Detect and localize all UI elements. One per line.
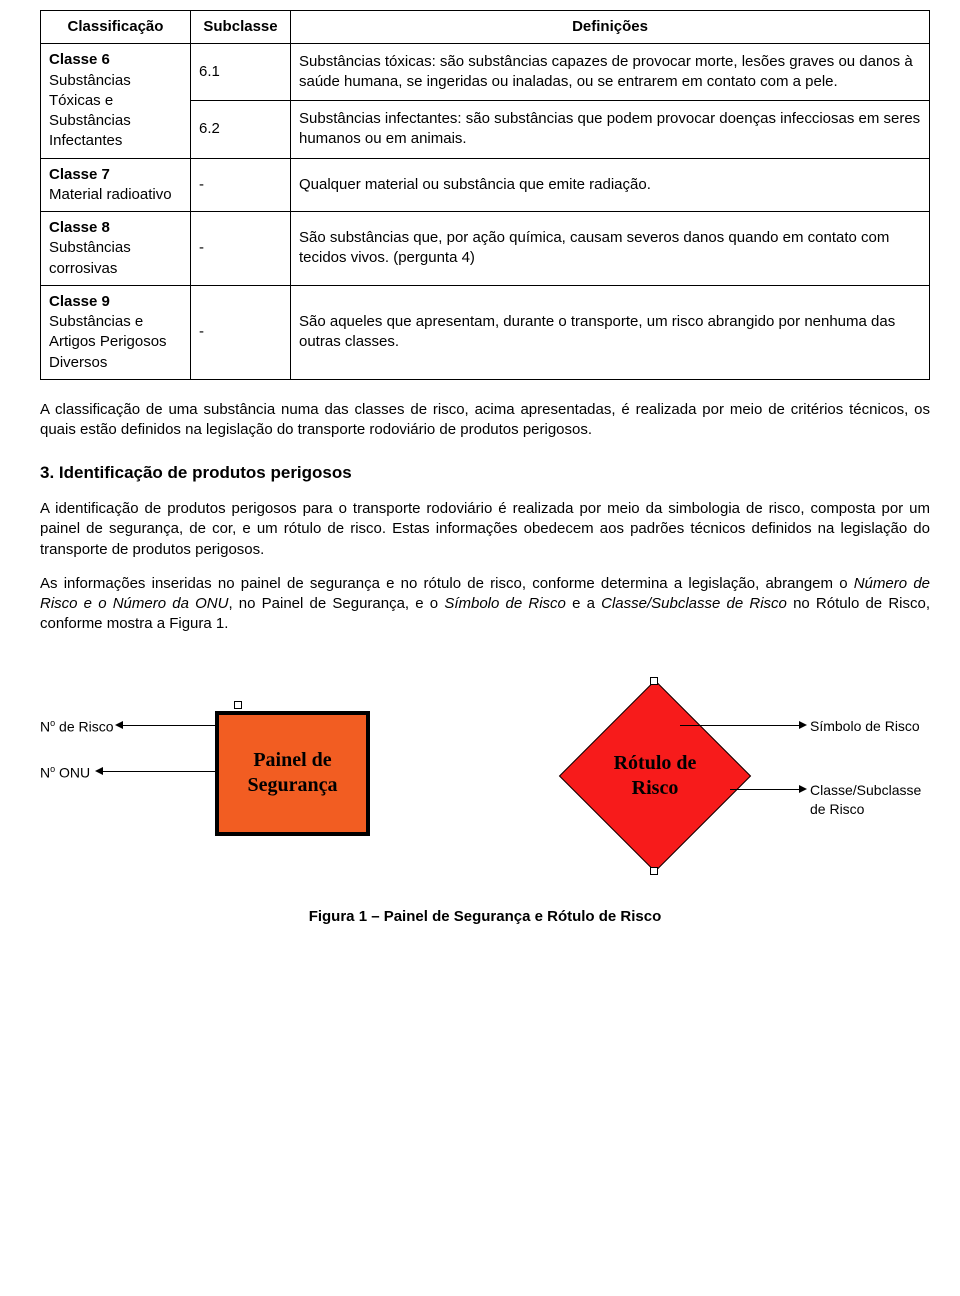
p3-italic-2: Símbolo de Risco: [444, 595, 566, 612]
panel-line1: Painel de: [253, 749, 331, 771]
paragraph-3: As informações inseridas no painel de se…: [40, 574, 930, 635]
label-n-risco: No de Risco: [40, 717, 114, 737]
safety-panel: Painel de Segurança: [215, 711, 370, 836]
subclasse-cell: -: [191, 212, 291, 286]
table-row: Classe 8 Substâncias corrosivas - São su…: [41, 212, 930, 286]
header-subclasse: Subclasse: [191, 11, 291, 44]
classif-cell: Classe 7 Material radioativo: [41, 158, 191, 212]
definicao-cell: Qualquer material ou substância que emit…: [291, 158, 930, 212]
classif-title: Classe 7: [49, 165, 182, 185]
definicao-cell: Substâncias infectantes: são substâncias…: [291, 101, 930, 158]
header-definicoes: Definições: [291, 11, 930, 44]
classif-body: Substâncias e Artigos Perigosos Diversos: [49, 313, 167, 371]
definicao-cell: Substâncias tóxicas: são substâncias cap…: [291, 44, 930, 101]
table-row: Classe 9 Substâncias e Artigos Perigosos…: [41, 285, 930, 379]
definicao-cell: São substâncias que, por ação química, c…: [291, 212, 930, 286]
classif-body: Substâncias corrosivas: [49, 239, 131, 276]
arrow-line: [102, 771, 218, 772]
drag-handle-icon: [234, 701, 242, 709]
drag-handle-icon: [650, 867, 658, 875]
risk-label-diamond: Rótulo de Risco: [560, 681, 750, 871]
drag-handle-icon: [650, 677, 658, 685]
table-row: Classe 6 Substâncias Tóxicas e Substânci…: [41, 44, 930, 101]
diamond-line1: Rótulo de: [614, 752, 697, 774]
classif-title: Classe 9: [49, 292, 182, 312]
diamond-line2: Risco: [632, 777, 679, 799]
subclasse-cell: 6.2: [191, 101, 291, 158]
label-n-onu: No ONU: [40, 763, 90, 783]
label-simbolo: Símbolo de Risco: [810, 717, 920, 736]
figure-caption: Figura 1 – Painel de Segurança e Rótulo …: [40, 907, 930, 927]
figure-1: No de Risco No ONU Painel de Segurança R…: [40, 671, 930, 901]
subclasse-cell: 6.1: [191, 44, 291, 101]
subclasse-cell: -: [191, 285, 291, 379]
header-classificacao: Classificação: [41, 11, 191, 44]
paragraph-1: A classificação de uma substância numa d…: [40, 400, 930, 441]
classif-cell: Classe 8 Substâncias corrosivas: [41, 212, 191, 286]
p3-italic-3: Classe/Subclasse de Risco: [601, 595, 787, 612]
classif-cell: Classe 6 Substâncias Tóxicas e Substânci…: [41, 44, 191, 158]
classification-table: Classificação Subclasse Definições Class…: [40, 10, 930, 380]
label-classe: Classe/Subclasse de Risco: [810, 781, 960, 819]
p3-mid: , no Painel de Segurança, e o: [228, 595, 444, 612]
classif-cell: Classe 9 Substâncias e Artigos Perigosos…: [41, 285, 191, 379]
arrow-line: [680, 725, 800, 726]
p3-pre: As informações inseridas no painel de se…: [40, 575, 854, 592]
table-row: Classe 7 Material radioativo - Qualquer …: [41, 158, 930, 212]
paragraph-2: A identificação de produtos perigosos pa…: [40, 499, 930, 560]
classif-title: Classe 8: [49, 218, 182, 238]
section-heading: 3. Identificação de produtos perigosos: [40, 462, 930, 485]
p3-mid2: e a: [566, 595, 601, 612]
classif-title: Classe 6: [49, 50, 182, 70]
classif-body: Substâncias Tóxicas e Substâncias Infect…: [49, 72, 131, 150]
subclasse-cell: -: [191, 158, 291, 212]
definicao-cell: São aqueles que apresentam, durante o tr…: [291, 285, 930, 379]
panel-line2: Segurança: [248, 774, 338, 796]
classif-body: Material radioativo: [49, 186, 172, 203]
